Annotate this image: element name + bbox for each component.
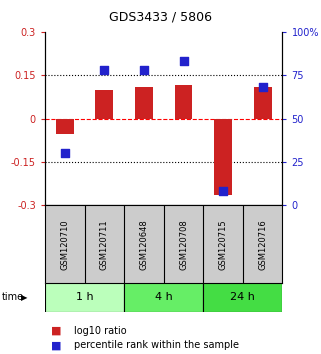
Bar [124, 283, 203, 312]
Bar [45, 283, 124, 312]
Text: 24 h: 24 h [230, 292, 255, 302]
Text: 4 h: 4 h [155, 292, 173, 302]
Bar [175, 85, 192, 119]
Bar [135, 87, 153, 119]
Text: ■: ■ [51, 340, 62, 350]
Point [102, 67, 107, 73]
Text: 1 h: 1 h [76, 292, 93, 302]
Text: log10 ratio: log10 ratio [74, 326, 126, 336]
Text: ▶: ▶ [21, 293, 27, 302]
Point [260, 85, 265, 90]
Text: GDS3433 / 5806: GDS3433 / 5806 [109, 11, 212, 24]
Bar [95, 90, 113, 119]
Text: time: time [2, 292, 24, 302]
Text: GSM120710: GSM120710 [60, 219, 69, 270]
Point [221, 189, 226, 194]
Text: GSM120715: GSM120715 [219, 219, 228, 270]
Bar [214, 119, 232, 195]
Text: GSM120716: GSM120716 [258, 219, 267, 270]
Text: ■: ■ [51, 326, 62, 336]
Text: GSM120711: GSM120711 [100, 219, 109, 270]
Point [62, 150, 67, 156]
Text: percentile rank within the sample: percentile rank within the sample [74, 340, 239, 350]
Text: GSM120648: GSM120648 [139, 219, 148, 270]
Bar [56, 119, 74, 135]
Bar [254, 87, 272, 119]
Point [181, 58, 186, 64]
Text: GSM120708: GSM120708 [179, 219, 188, 270]
Bar [203, 283, 282, 312]
Point [141, 67, 146, 73]
